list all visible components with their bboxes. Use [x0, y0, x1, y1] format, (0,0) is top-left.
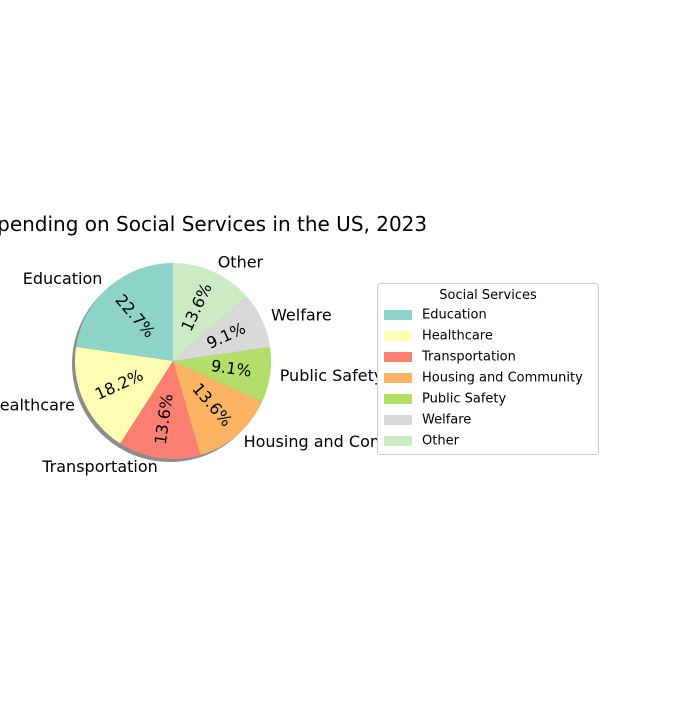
legend-label-welfare: Welfare — [422, 413, 471, 428]
legend-frame — [377, 283, 599, 455]
legend-swatch-transportation — [384, 352, 412, 362]
legend-item-healthcare: Healthcare — [384, 329, 493, 344]
slice-housing-and-community — [173, 361, 263, 456]
legend: Social Services Education Healthcare Trans… — [377, 283, 599, 455]
legend-swatch-housing-and-community — [384, 373, 412, 383]
slice-transportation — [120, 361, 201, 459]
pie-slices — [75, 263, 271, 459]
legend-label-transportation: Transportation — [421, 350, 516, 365]
chart-title: Public Spending on Social Services in th… — [0, 212, 427, 236]
legend-swatch-education — [384, 310, 412, 320]
legend-items: Education Healthcare Transportation Housing… — [384, 308, 583, 449]
legend-label-healthcare: Healthcare — [422, 329, 493, 344]
slice-education — [76, 263, 173, 361]
legend-item-other: Other — [384, 434, 460, 449]
legend-item-transportation: Transportation — [384, 350, 516, 365]
legend-swatch-public-safety — [384, 394, 412, 404]
slice-welfare — [173, 296, 270, 361]
legend-label-housing-and-community: Housing and Community — [422, 371, 583, 386]
slice-label-healthcare: Healthcare — [0, 395, 75, 414]
slice-label-education: Education — [23, 269, 103, 288]
legend-swatch-welfare — [384, 415, 412, 425]
legend-item-education: Education — [384, 308, 487, 323]
slice-other — [173, 263, 247, 361]
legend-label-other: Other — [422, 434, 460, 449]
legend-label-public-safety: Public Safety — [422, 392, 506, 407]
legend-title: Social Services — [439, 288, 537, 303]
slice-label-public-safety: Public Safety — [280, 366, 384, 385]
slice-label-other: Other — [218, 252, 264, 271]
legend-item-public-safety: Public Safety — [384, 392, 506, 407]
slice-label-welfare: Welfare — [271, 306, 332, 325]
slice-healthcare — [75, 347, 173, 444]
slice-public-safety — [173, 347, 271, 402]
slice-label-transportation: Transportation — [41, 457, 158, 476]
legend-item-welfare: Welfare — [384, 413, 471, 428]
legend-swatch-healthcare — [384, 331, 412, 341]
legend-item-housing-and-community: Housing and Community — [384, 371, 583, 386]
legend-swatch-other — [384, 436, 412, 446]
legend-label-education: Education — [422, 308, 487, 323]
